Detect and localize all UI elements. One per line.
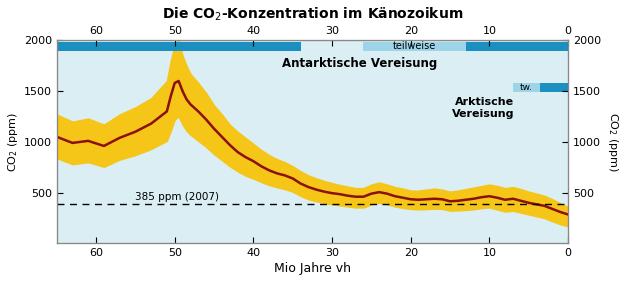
Text: tw.: tw.	[520, 83, 533, 92]
Text: Arktische
Vereisung: Arktische Vereisung	[452, 97, 515, 119]
X-axis label: Mio Jahre vh: Mio Jahre vh	[274, 262, 351, 275]
Text: Antarktische Vereisung: Antarktische Vereisung	[282, 56, 437, 70]
X-axis label: Die CO$_2$-Konzentration im Känozoikum: Die CO$_2$-Konzentration im Känozoikum	[162, 6, 463, 23]
Text: 385 ppm (2007): 385 ppm (2007)	[135, 192, 219, 202]
Text: teilweise: teilweise	[393, 42, 436, 51]
Y-axis label: CO$_2$ (ppm): CO$_2$ (ppm)	[607, 112, 620, 172]
Y-axis label: CO$_2$ (ppm): CO$_2$ (ppm)	[6, 112, 19, 172]
